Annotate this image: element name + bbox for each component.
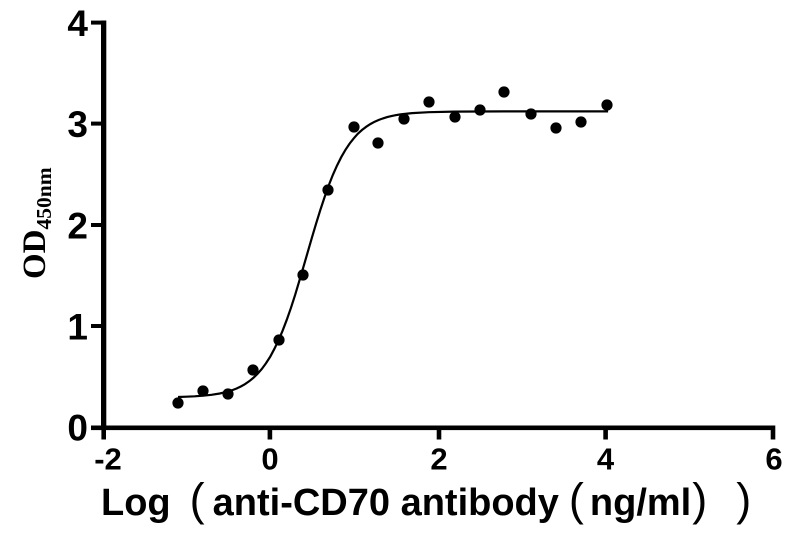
svg-text:2: 2 xyxy=(67,205,88,246)
svg-text:Log(anti-CD70 antibody(ng/ml)): Log(anti-CD70 antibody(ng/ml)) xyxy=(101,474,751,525)
svg-text:0: 0 xyxy=(67,407,88,448)
svg-text:0: 0 xyxy=(261,442,278,477)
svg-text:6: 6 xyxy=(765,442,782,477)
svg-text:4: 4 xyxy=(67,3,88,44)
svg-text:-2: -2 xyxy=(94,442,122,477)
svg-text:3: 3 xyxy=(67,104,88,145)
svg-text:4: 4 xyxy=(597,442,615,477)
svg-text:2: 2 xyxy=(430,442,447,477)
svg-text:1: 1 xyxy=(67,306,88,347)
